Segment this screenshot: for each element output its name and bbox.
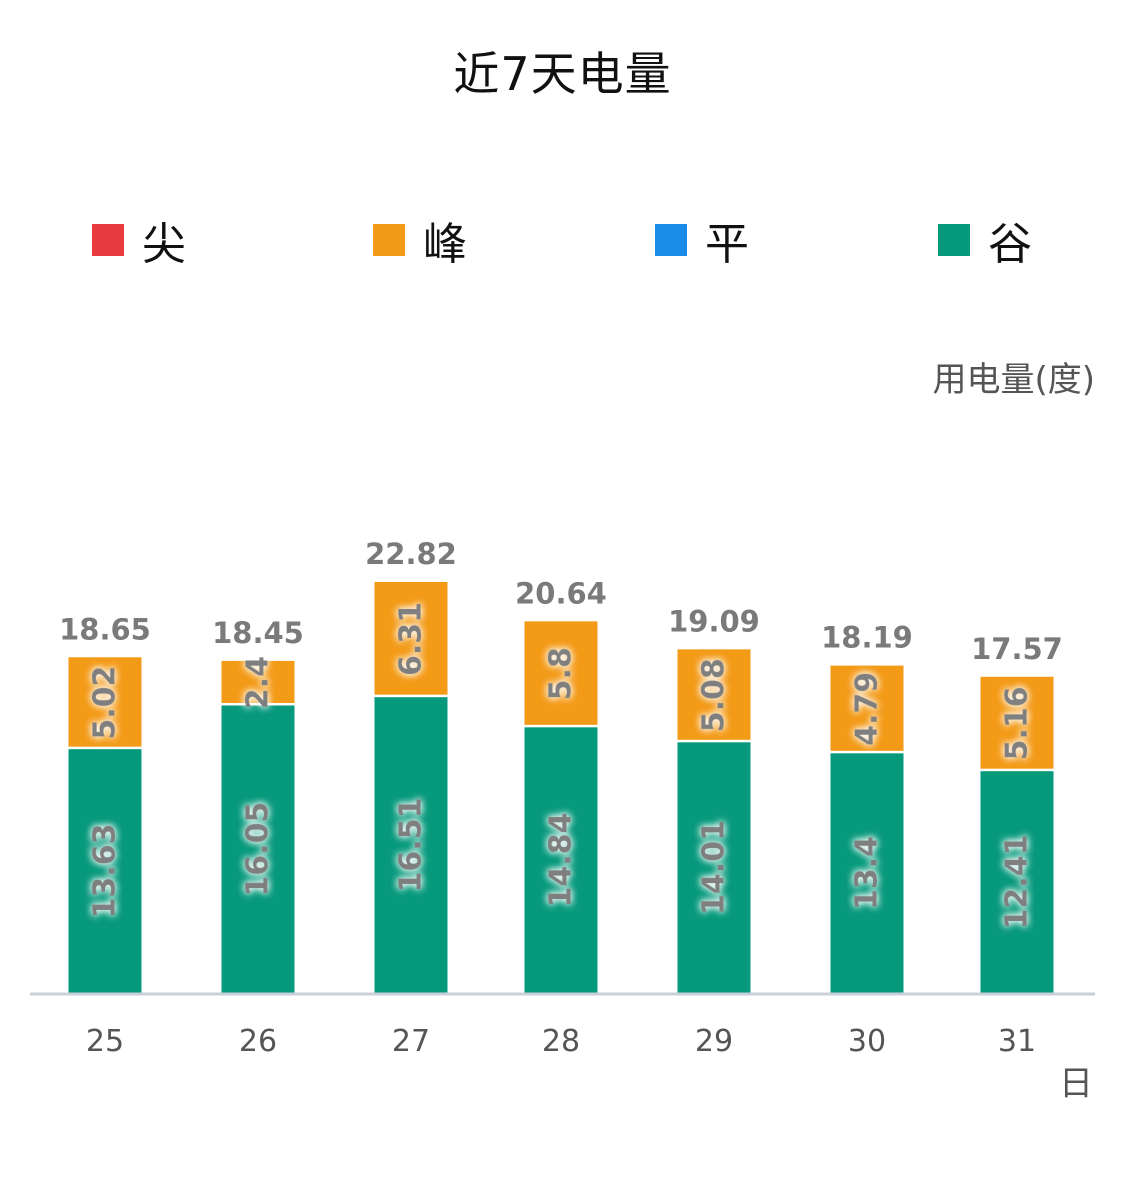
legend-item-jian[interactable]: 尖 [92,205,186,275]
segment-value-label-feng-28: 5.8 [544,647,579,700]
total-value-label-28: 20.64 [515,576,607,610]
segment-value-label-gu-26: 16.05 [241,802,276,897]
legend-swatch-jian [92,224,124,256]
total-value-label-31: 17.57 [971,632,1063,666]
legend-swatch-feng [373,224,405,256]
bar-segment-feng-31[interactable] [980,676,1054,770]
bar-seam-31 [980,768,1054,772]
bar-segment-feng-28[interactable] [524,621,598,727]
segment-value-label-gu-25: 13.63 [88,824,123,919]
total-value-label-30: 18.19 [821,621,913,655]
bar-segment-feng-27[interactable] [374,582,448,696]
x-axis-unit-label: 日 [1059,1064,1093,1104]
bar-segment-gu-25[interactable] [68,747,142,994]
segment-value-label-gu-30: 13.4 [850,836,885,910]
x-tick-label-29: 29 [695,1024,733,1059]
bar-segment-gu-31[interactable] [980,769,1054,994]
bar-segment-gu-30[interactable] [830,752,904,994]
segment-value-label-gu-31: 12.41 [1000,835,1035,930]
legend-swatch-gu [938,224,970,256]
bar-segment-feng-30[interactable] [830,665,904,753]
bar-segment-feng-29[interactable] [677,649,751,742]
total-value-label-26: 18.45 [212,616,304,650]
bar-seam-29 [677,739,751,743]
bar-segment-feng-25[interactable] [68,657,142,748]
bar-seam-30 [830,750,904,754]
segment-value-label-feng-30: 4.79 [850,672,885,746]
bar-segment-gu-26[interactable] [221,704,295,994]
bar-segment-gu-29[interactable] [677,741,751,994]
legend-swatch-ping [655,224,687,256]
segment-value-label-feng-25: 5.02 [88,666,123,740]
x-tick-label-27: 27 [392,1024,430,1059]
segment-value-label-feng-31: 5.16 [1000,686,1035,760]
total-value-label-27: 22.82 [365,537,457,571]
legend-label-feng: 峰 [423,219,467,270]
segment-value-label-feng-26: 2.4 [241,656,276,709]
x-tick-label-28: 28 [542,1024,580,1059]
x-tick-label-26: 26 [239,1024,277,1059]
legend-label-gu: 谷 [988,219,1032,270]
segment-value-label-gu-27: 16.51 [394,798,429,893]
legend-item-feng[interactable]: 峰 [373,205,467,275]
bar-seam-26 [221,702,295,706]
x-tick-label-30: 30 [848,1024,886,1059]
x-tick-label-25: 25 [86,1024,124,1059]
segment-value-label-feng-27: 6.31 [394,602,429,676]
segment-value-label-gu-28: 14.84 [544,813,579,908]
bar-seam-27 [374,694,448,698]
segment-value-label-gu-29: 14.01 [697,820,732,915]
legend-label-jian: 尖 [142,219,186,270]
bar-segment-feng-26[interactable] [221,660,295,705]
total-value-label-25: 18.65 [59,612,151,646]
segment-value-label-feng-29: 5.08 [697,658,732,732]
y-axis-unit-label: 用电量(度) [932,360,1095,400]
legend: 尖 峰 平 谷 [0,205,1125,275]
bar-seam-25 [68,746,142,750]
legend-item-gu[interactable]: 谷 [938,205,1032,275]
bar-segment-gu-28[interactable] [524,726,598,994]
chart-title: 近7天电量 [453,47,672,101]
x-tick-label-31: 31 [998,1024,1036,1059]
bar-seam-28 [524,724,598,728]
legend-label-ping: 平 [705,219,749,270]
bar-segment-gu-27[interactable] [374,695,448,994]
legend-item-ping[interactable]: 平 [655,205,749,275]
total-value-label-29: 19.09 [668,604,760,638]
